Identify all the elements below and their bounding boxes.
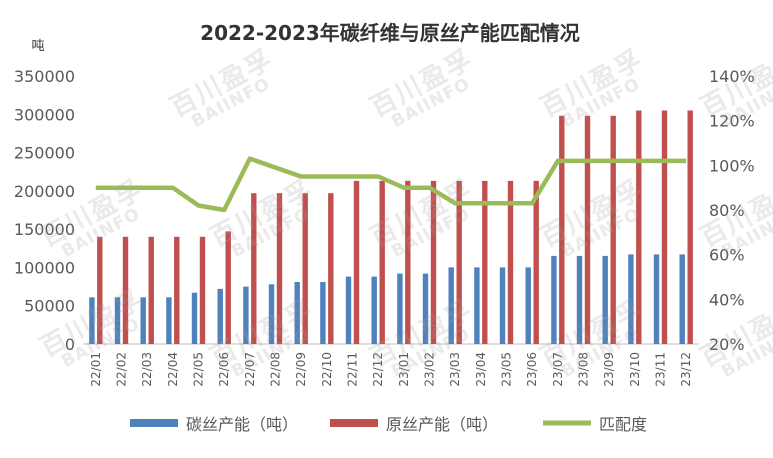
y-tick-label: 250000 (14, 144, 75, 163)
precursor-capacity-bar (149, 237, 154, 344)
precursor-capacity-bar (585, 116, 590, 344)
x-tick-label: 22/06 (217, 352, 231, 387)
precursor-capacity-bar (636, 111, 641, 345)
precursor-capacity-bar (328, 193, 333, 344)
x-tick-label: 23/02 (423, 352, 437, 387)
x-tick-label: 22/12 (371, 352, 385, 387)
carbon-fiber-capacity-bar (680, 254, 685, 344)
precursor-capacity-bar (688, 111, 693, 345)
y2-tick-label: 40% (709, 290, 745, 309)
y-tick-label: 200000 (14, 182, 75, 201)
carbon-fiber-capacity-bar (654, 254, 659, 344)
precursor-capacity-bar (200, 237, 205, 344)
carbon-fiber-capacity-bar (243, 287, 248, 344)
carbon-fiber-capacity-bar (89, 297, 94, 344)
x-tick-label: 22/03 (140, 352, 154, 387)
precursor-capacity-bar (559, 116, 564, 344)
precursor-capacity-bar (405, 181, 410, 344)
precursor-capacity-bar (226, 231, 231, 344)
carbon-fiber-capacity-bar (628, 254, 633, 344)
carbon-fiber-capacity-bar (423, 274, 428, 344)
y-tick-label: 150000 (14, 220, 75, 239)
y-tick-label: 350000 (14, 67, 75, 86)
precursor-capacity-bar (303, 193, 308, 344)
y-tick-label: 50000 (24, 297, 75, 316)
carbon-fiber-capacity-bar (218, 289, 223, 344)
carbon-fiber-capacity-bar (577, 256, 582, 344)
precursor-capacity-bar (380, 181, 385, 344)
y2-tick-label: 120% (709, 112, 755, 131)
y2-tick-label: 140% (709, 67, 755, 86)
precursor-capacity-bar (611, 116, 616, 344)
legend-label: 碳丝产能（吨） (186, 415, 298, 434)
legend-swatch (330, 419, 378, 427)
y2-tick-label: 80% (709, 201, 745, 220)
x-tick-label: 23/12 (679, 352, 693, 387)
x-tick-label: 22/09 (294, 352, 308, 387)
y-tick-label: 300000 (14, 105, 75, 124)
carbon-fiber-capacity-bar (269, 284, 274, 344)
x-tick-label: 23/10 (628, 352, 642, 387)
y2-tick-label: 20% (709, 335, 745, 354)
precursor-capacity-bar (662, 111, 667, 345)
carbon-fiber-capacity-bar (526, 267, 531, 344)
x-tick-label: 22/02 (115, 352, 129, 387)
x-tick-label: 22/10 (320, 352, 334, 387)
x-tick-label: 23/03 (448, 352, 462, 387)
y2-tick-label: 60% (709, 246, 745, 265)
y-tick-label: 0 (65, 335, 75, 354)
carbon-fiber-capacity-bar (166, 297, 171, 344)
x-tick-label: 22/11 (346, 352, 360, 387)
y-axis-unit-label: 吨 (31, 39, 44, 54)
carbon-fiber-capacity-bar (603, 256, 608, 344)
matching-degree-line (96, 159, 686, 210)
x-tick-label: 22/04 (166, 352, 180, 387)
precursor-capacity-bar (251, 193, 256, 344)
x-tick-label: 23/09 (602, 352, 616, 387)
carbon-fiber-capacity-bar (320, 282, 325, 344)
x-tick-label: 23/07 (551, 352, 565, 387)
x-tick-label: 22/05 (192, 352, 206, 387)
x-tick-label: 22/01 (89, 352, 103, 387)
y2-tick-label: 100% (709, 156, 755, 175)
carbon-fiber-capacity-bar (500, 267, 505, 344)
x-tick-label: 23/08 (577, 352, 591, 387)
x-tick-label: 23/06 (525, 352, 539, 387)
carbon-fiber-capacity-bar (115, 297, 120, 344)
legend-label: 匹配度 (599, 415, 647, 434)
x-tick-label: 23/11 (654, 352, 668, 387)
carbon-fiber-capacity-bar (551, 256, 556, 344)
carbon-fiber-capacity-bar (192, 293, 197, 344)
x-tick-label: 23/05 (500, 352, 514, 387)
y-tick-label: 100000 (14, 258, 75, 277)
carbon-fiber-capacity-bar (474, 267, 479, 344)
carbon-fiber-capacity-bar (449, 267, 454, 344)
carbon-fiber-capacity-bar (141, 297, 146, 344)
precursor-capacity-bar (174, 237, 179, 344)
precursor-capacity-bar (97, 237, 102, 344)
x-tick-label: 23/04 (474, 352, 488, 387)
legend-label: 原丝产能（吨） (386, 415, 498, 434)
precursor-capacity-bar (354, 181, 359, 344)
precursor-capacity-bar (534, 181, 539, 344)
precursor-capacity-bar (123, 237, 128, 344)
legend: 碳丝产能（吨） 原丝产能（吨） 匹配度 (130, 415, 647, 434)
carbon-fiber-capacity-bar (346, 277, 351, 344)
plot-area: 0 50000 100000 150000 200000 250000 300000 3500… (14, 67, 755, 387)
chart-title: 2022-2023年碳纤维与原丝产能匹配情况 (200, 21, 580, 45)
x-tick-label: 23/01 (397, 352, 411, 387)
carbon-fiber-capacity-bar (372, 277, 377, 344)
x-tick-label: 22/07 (243, 352, 257, 387)
carbon-fiber-capacity-bar (295, 282, 300, 344)
precursor-capacity-bar (277, 193, 282, 344)
precursor-capacity-bar (431, 181, 436, 344)
carbon-fiber-capacity-bar (397, 274, 402, 344)
x-tick-label: 22/08 (269, 352, 283, 387)
legend-swatch (130, 419, 178, 427)
